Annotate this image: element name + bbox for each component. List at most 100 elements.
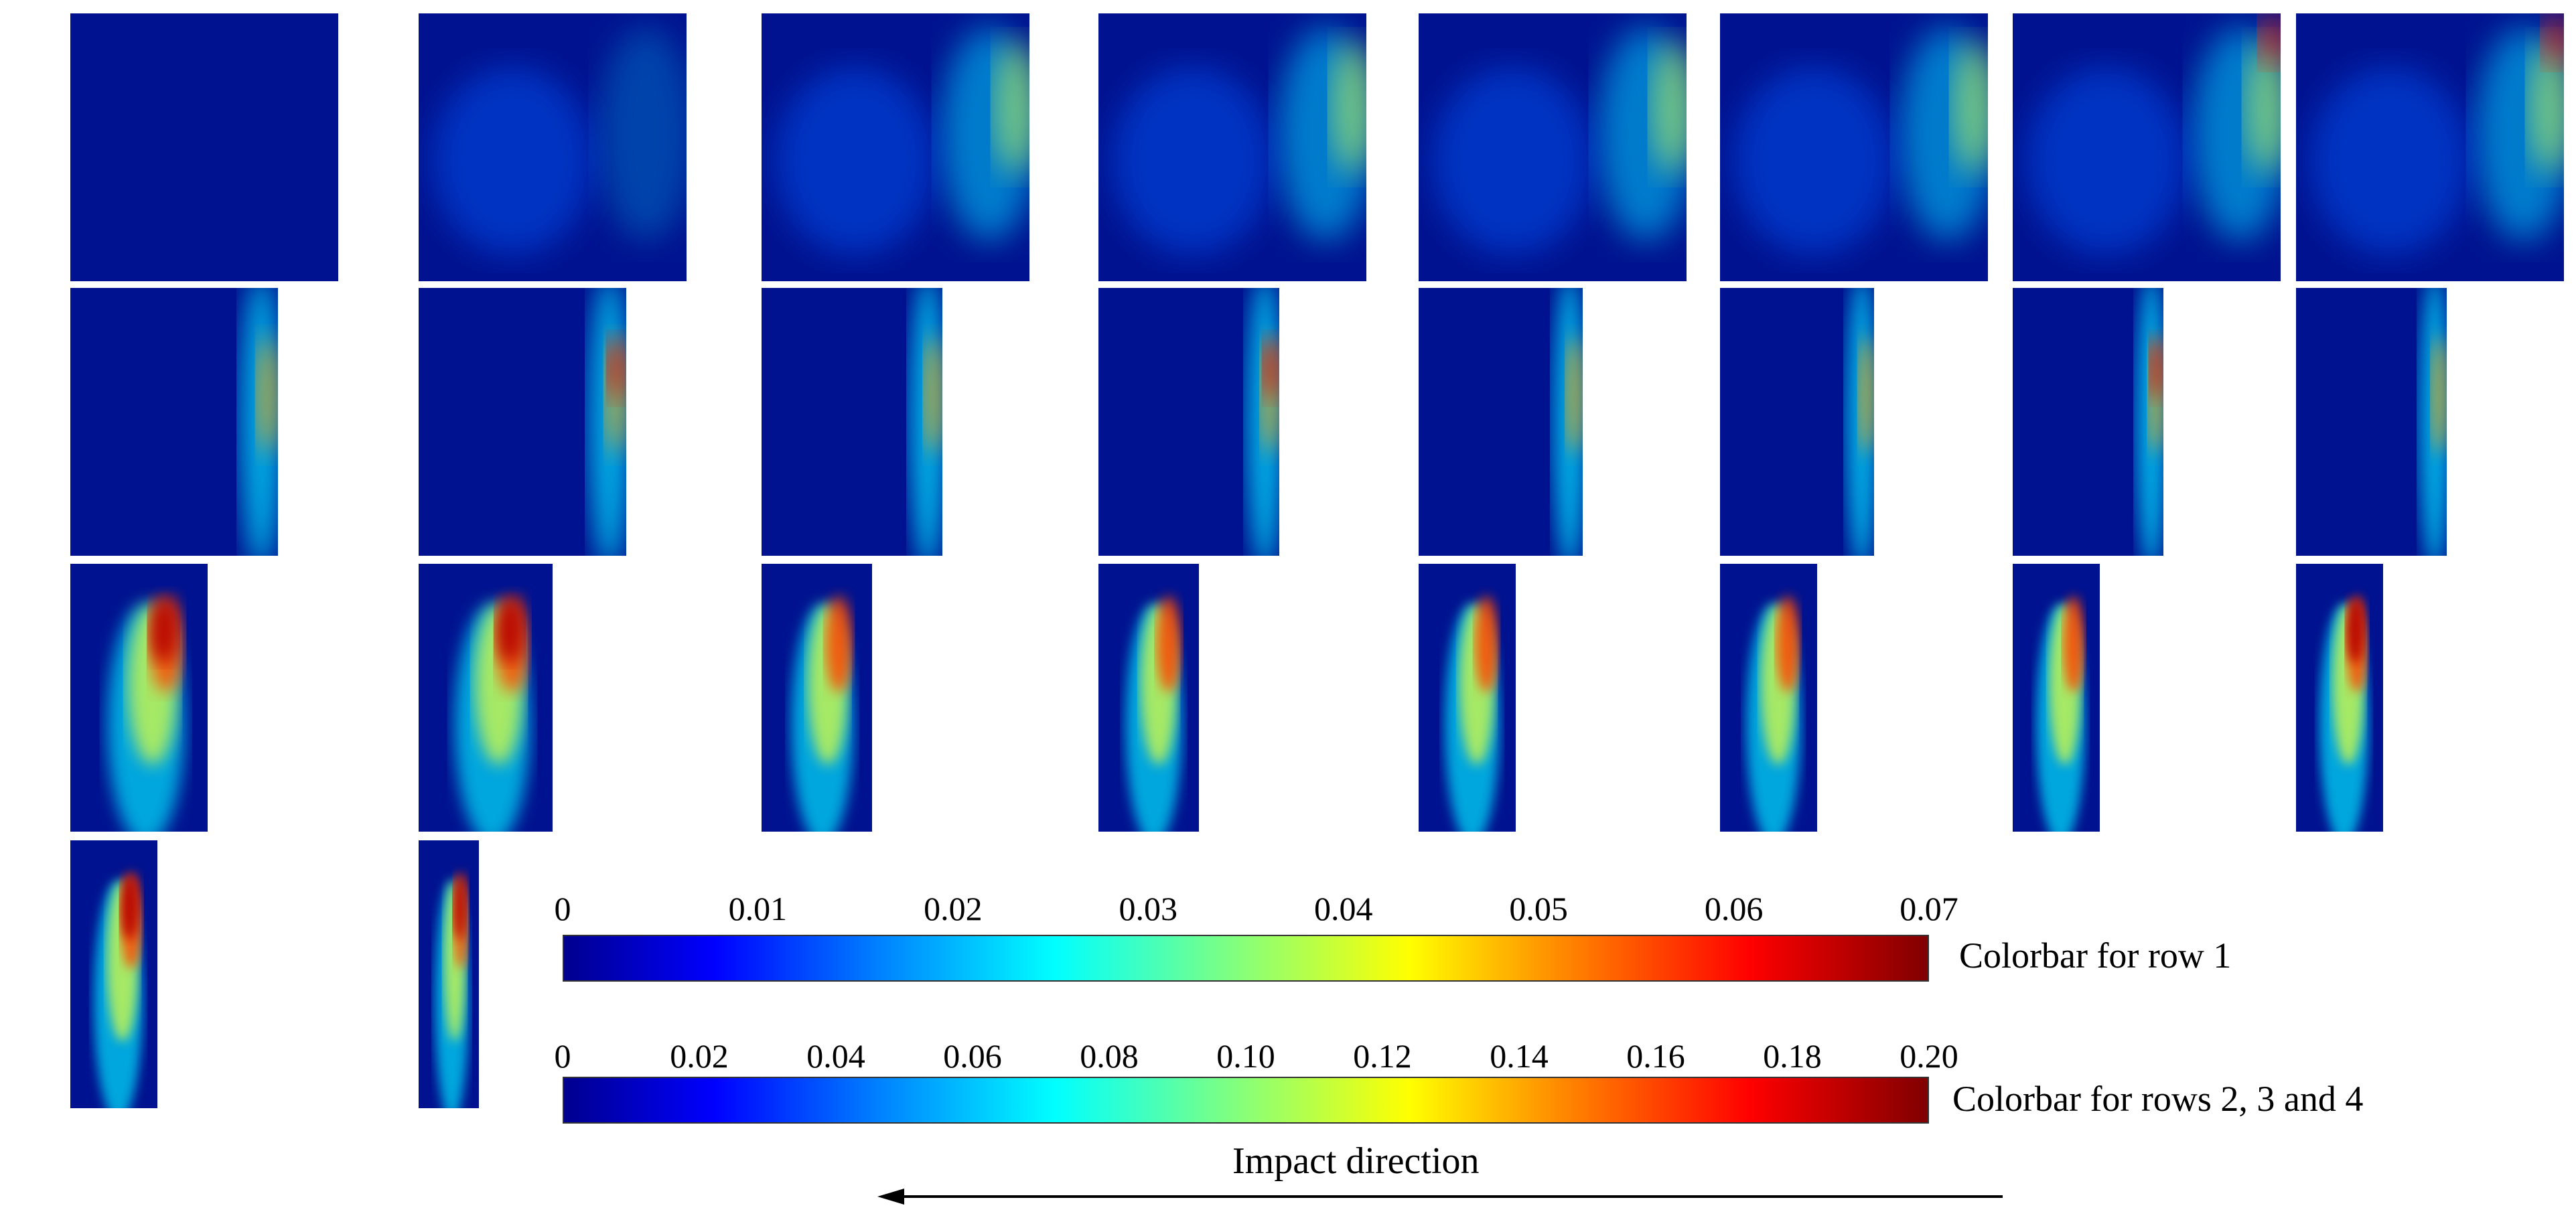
contour-field bbox=[240, 288, 278, 556]
colorbar-tick-label: 0.10 bbox=[1216, 1037, 1275, 1075]
heat-region bbox=[2246, 40, 2281, 174]
heat-region bbox=[2063, 596, 2084, 692]
heat-region bbox=[496, 599, 523, 663]
colorbar-tick-label: 0.18 bbox=[1763, 1037, 1822, 1075]
contour-panel-r2-c3 bbox=[762, 288, 942, 556]
contour-panel-r1-c4 bbox=[1098, 13, 1366, 281]
colorbar-tick-label: 0 bbox=[554, 890, 571, 927]
heat-region bbox=[2026, 67, 2187, 254]
contour-field bbox=[2419, 288, 2447, 556]
heat-region bbox=[1953, 40, 1988, 174]
colorbar-row-1-title: Colorbar for row 1 bbox=[1959, 935, 2232, 976]
colorbar-tick-label: 0.14 bbox=[1490, 1037, 1549, 1075]
contour-panel-r3-c5 bbox=[1419, 564, 1516, 832]
colorbar-row-1: 0 0.01 0.02 0.03 0.04 0.05 0.06 0.07 bbox=[555, 889, 1958, 983]
colorbar-tick-label: 0.06 bbox=[1704, 890, 1764, 927]
contour-panel-r3-c4 bbox=[1098, 564, 1199, 832]
contour-field bbox=[2136, 288, 2163, 556]
contour-panel-r3-c2 bbox=[419, 564, 553, 832]
contour-field bbox=[432, 27, 687, 254]
colorbar-tick-label: 0.20 bbox=[1900, 1037, 1958, 1075]
heat-region bbox=[2431, 336, 2447, 454]
heat-region bbox=[432, 67, 593, 254]
heat-region bbox=[1859, 336, 1874, 454]
heat-region bbox=[257, 336, 278, 454]
contour-field bbox=[775, 27, 1029, 254]
heat-region bbox=[775, 67, 936, 254]
heat-region bbox=[1432, 67, 1593, 254]
colorbar-tick-label: 0.16 bbox=[1626, 1037, 1685, 1075]
contour-field bbox=[1553, 288, 1583, 556]
heat-region bbox=[121, 875, 139, 939]
contour-panel-r1-c7 bbox=[2013, 13, 2281, 281]
contour-field bbox=[455, 596, 530, 832]
contour-field bbox=[910, 288, 942, 556]
contour-panel-r3-c6 bbox=[1720, 564, 1817, 832]
contour-field bbox=[70, 13, 338, 281]
contour-panel-r1-c5 bbox=[1419, 13, 1687, 281]
contour-field bbox=[2319, 596, 2368, 832]
contour-field bbox=[1445, 596, 1500, 832]
heat-region bbox=[2149, 336, 2162, 400]
contour-panel-r2-c2 bbox=[419, 288, 626, 556]
heat-region bbox=[149, 599, 177, 663]
contour-panel-r2-c1 bbox=[70, 288, 278, 556]
contour-panel-r3-c1 bbox=[70, 564, 208, 832]
colorbar-tick-label: 0.08 bbox=[1080, 1037, 1139, 1075]
colorbar-row-1-ticks: 0 0.01 0.02 0.03 0.04 0.05 0.06 0.07 bbox=[555, 889, 1958, 936]
colorbar-rows-2-3-4: 0 0.02 0.04 0.06 0.08 0.10 0.12 0.14 0.16 0.18 0.2… bbox=[555, 1037, 1958, 1130]
heat-region bbox=[598, 27, 687, 241]
heat-region bbox=[453, 875, 466, 939]
heat-region bbox=[1157, 596, 1181, 692]
colorbar-rows-2-3-4-title: Colorbar for rows 2, 3 and 4 bbox=[1952, 1079, 2364, 1119]
contour-field bbox=[1746, 596, 1801, 832]
colorbar-tick-label: 0.06 bbox=[943, 1037, 1002, 1075]
contour-panel-r3-c7 bbox=[2013, 564, 2100, 832]
impact-direction-arrow-icon bbox=[877, 1189, 2003, 1205]
contour-field bbox=[107, 596, 185, 832]
contour-panel-r2-c4 bbox=[1098, 288, 1279, 556]
contour-field bbox=[1733, 27, 1988, 254]
heat-region bbox=[1652, 40, 1687, 174]
colorbar-rows-2-3-4-gradient bbox=[563, 1077, 1929, 1124]
heat-region bbox=[1263, 336, 1278, 400]
heat-region bbox=[924, 336, 942, 454]
colorbar-rows-2-3-4-ticks: 0 0.02 0.04 0.06 0.08 0.10 0.12 0.14 0.16 0.18 0.2… bbox=[555, 1037, 1958, 1083]
colorbar-tick-label: 0.04 bbox=[806, 1037, 865, 1075]
contour-panel-r1-c2 bbox=[419, 13, 687, 281]
contour-panel-r2-c8 bbox=[2296, 288, 2447, 556]
contour-field bbox=[589, 288, 626, 556]
contour-panel-r2-c5 bbox=[1419, 288, 1583, 556]
contour-panel-r2-c6 bbox=[1720, 288, 1874, 556]
contour-field bbox=[1432, 27, 1687, 254]
contour-panel-r3-c3 bbox=[762, 564, 872, 832]
contour-field bbox=[94, 872, 143, 1108]
contour-field bbox=[2036, 596, 2085, 832]
colorbar-tick-label: 0.02 bbox=[670, 1037, 729, 1075]
contour-panel-r1-c1 bbox=[70, 13, 338, 281]
contour-field bbox=[1112, 27, 1366, 254]
colorbar-tick-label: 0.02 bbox=[924, 890, 983, 927]
heat-region bbox=[2543, 13, 2564, 67]
heat-region bbox=[2309, 67, 2470, 254]
heat-region bbox=[1733, 67, 1894, 254]
colorbar-tick-label: 0.04 bbox=[1313, 890, 1373, 927]
heat-region bbox=[995, 40, 1029, 174]
contour-field bbox=[1125, 596, 1182, 832]
colorbar-tick-label: 0.03 bbox=[1119, 890, 1178, 927]
contour-field bbox=[2026, 13, 2281, 254]
contour-panel-r1-c3 bbox=[762, 13, 1029, 281]
heat-region bbox=[2529, 40, 2564, 174]
heat-region bbox=[825, 596, 853, 692]
contour-field bbox=[1246, 288, 1279, 556]
contour-field bbox=[2309, 13, 2564, 254]
heat-region bbox=[2259, 13, 2281, 67]
contour-field bbox=[1846, 288, 1874, 556]
impact-direction-label: Impact direction bbox=[1232, 1140, 1480, 1182]
colorbar-row-1-gradient bbox=[563, 935, 1929, 982]
contour-panel-r4-c2 bbox=[419, 840, 479, 1108]
heat-region bbox=[607, 336, 624, 400]
colorbar-tick-label: 0.12 bbox=[1353, 1037, 1412, 1075]
heat-region bbox=[1776, 596, 1800, 692]
